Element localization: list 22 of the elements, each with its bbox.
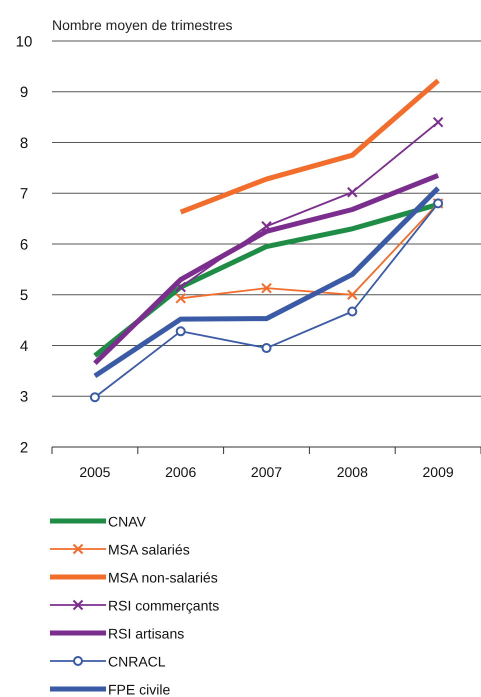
x-tick-label: 2007 — [250, 464, 282, 480]
x-tick-label: 2006 — [165, 464, 196, 480]
legend-label: RSI commerçants — [108, 598, 220, 614]
legend-label: FPE civile — [108, 682, 170, 697]
legend-label: MSA salariés — [108, 542, 190, 558]
y-tick-label: 10 — [16, 33, 32, 50]
y-tick-label: 9 — [20, 84, 28, 101]
x-tick-label: 2008 — [336, 464, 368, 480]
y-tick-label: 5 — [20, 287, 28, 304]
y-tick-label: 4 — [20, 338, 28, 355]
y-axis-title: Nombre moyen de trimestres — [52, 17, 233, 33]
legend-label: MSA non-salariés — [108, 570, 218, 586]
y-tick-label: 8 — [20, 134, 28, 152]
y-tick-label: 6 — [20, 236, 28, 254]
y-tick-label: 2 — [20, 439, 28, 456]
legend-label: RSI artisans — [108, 626, 184, 642]
y-tick-label: 3 — [20, 388, 28, 406]
y-tick-label: 7 — [20, 186, 28, 202]
legend-label: CNAV — [108, 514, 147, 530]
x-tick-label: 2005 — [79, 464, 111, 480]
legend-label: CNRACL — [108, 654, 166, 670]
x-tick-label: 2009 — [422, 464, 454, 480]
